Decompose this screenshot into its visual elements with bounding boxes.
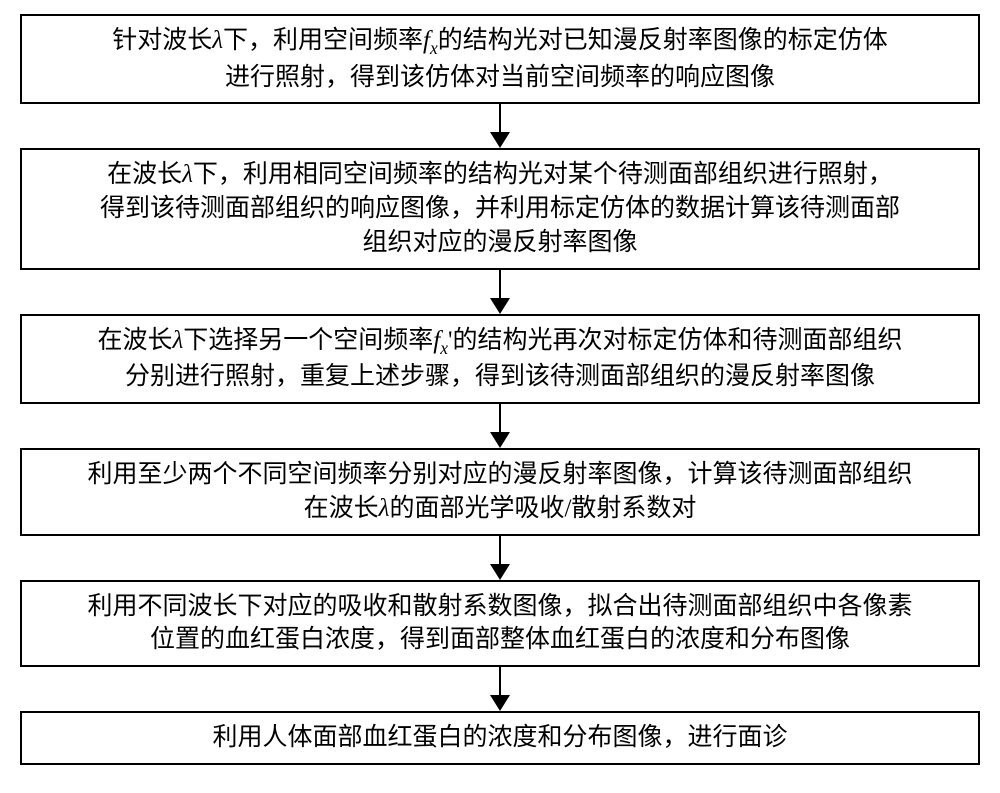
flow-step-3-text: 在波长λ下选择另一个空间频率fx'的结构光再次对标定仿体和待测面部组织分别进行照… <box>44 324 956 394</box>
flow-arrow-2 <box>490 270 510 314</box>
flow-arrow-3 <box>490 404 510 448</box>
flow-step-2: 在波长λ下，利用相同空间频率的结构光对某个待测面部组织进行照射，得到该待测面部组… <box>20 148 980 269</box>
flow-step-6-text: 利用人体面部血红蛋白的浓度和分布图像，进行面诊 <box>44 721 956 755</box>
flowchart: 针对波长λ下，利用空间频率fx的结构光对已知漫反射率图像的标定仿体进行照射，得到… <box>0 0 1000 793</box>
flow-step-3: 在波长λ下选择另一个空间频率fx'的结构光再次对标定仿体和待测面部组织分别进行照… <box>20 314 980 404</box>
flow-step-6: 利用人体面部血红蛋白的浓度和分布图像，进行面诊 <box>20 711 980 765</box>
flow-step-5: 利用不同波长下对应的吸收和散射系数图像，拟合出待测面部组织中各像素位置的血红蛋白… <box>20 580 980 668</box>
flow-step-1: 针对波长λ下，利用空间频率fx的结构光对已知漫反射率图像的标定仿体进行照射，得到… <box>20 14 980 104</box>
flow-step-4: 利用至少两个不同空间频率分别对应的漫反射率图像，计算该待测面部组织在波长λ的面部… <box>20 448 980 536</box>
flow-step-1-text: 针对波长λ下，利用空间频率fx的结构光对已知漫反射率图像的标定仿体进行照射，得到… <box>44 24 956 94</box>
flow-arrow-5 <box>490 667 510 711</box>
flow-step-4-text: 利用至少两个不同空间频率分别对应的漫反射率图像，计算该待测面部组织在波长λ的面部… <box>44 458 956 526</box>
flow-step-5-text: 利用不同波长下对应的吸收和散射系数图像，拟合出待测面部组织中各像素位置的血红蛋白… <box>44 590 956 658</box>
flow-arrow-4 <box>490 536 510 580</box>
flow-step-2-text: 在波长λ下，利用相同空间频率的结构光对某个待测面部组织进行照射，得到该待测面部组… <box>44 158 956 259</box>
flow-arrow-1 <box>490 104 510 148</box>
